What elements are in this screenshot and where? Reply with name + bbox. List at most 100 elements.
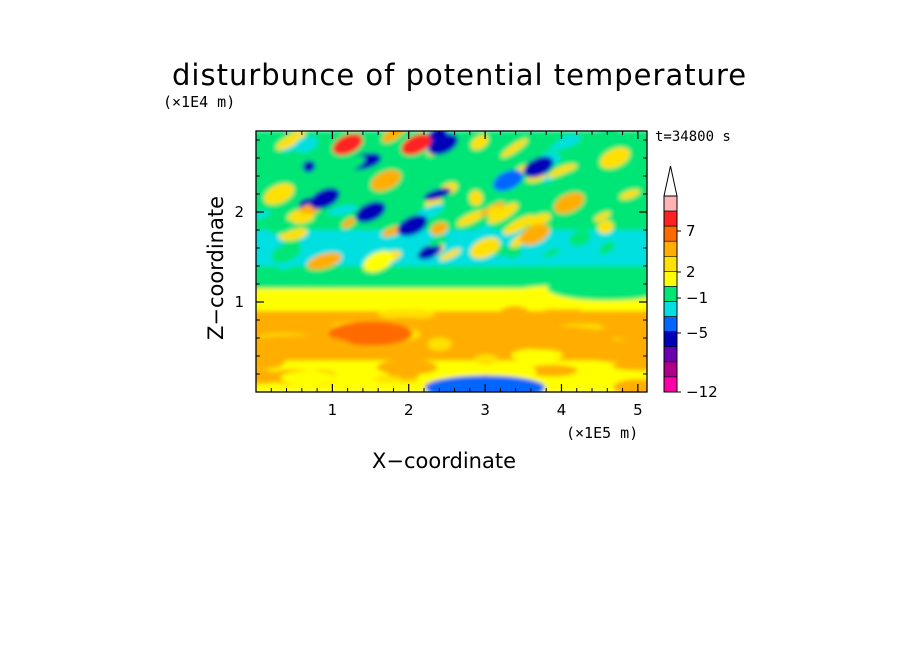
colorbar-swatch	[663, 225, 678, 242]
colorbar-swatch	[663, 361, 678, 378]
y-tick-label: 1	[234, 293, 244, 311]
heatmap-cell	[526, 174, 547, 183]
heatmap-cell	[526, 364, 578, 377]
heatmap-feature	[397, 214, 428, 237]
colorbar-swatch	[663, 301, 678, 317]
time-label: t=34800 s	[655, 129, 731, 145]
heatmap-cell	[536, 131, 565, 151]
heatmap-feature	[370, 169, 401, 192]
heatmap-cell	[256, 191, 266, 205]
heatmap-cell	[473, 354, 498, 365]
heatmap-band	[256, 266, 647, 289]
heatmap-cell	[621, 175, 641, 189]
colorbar-swatch	[663, 210, 678, 227]
heatmap-cell	[594, 211, 611, 222]
colorbar-label: 7	[686, 222, 696, 240]
heatmap-cell	[613, 379, 647, 392]
x-tick-label: 2	[404, 401, 414, 419]
x-tick-label: 5	[633, 401, 643, 419]
heatmap-cell	[423, 188, 451, 201]
heatmap-cell	[293, 373, 344, 380]
heatmap-feature	[309, 187, 340, 210]
heatmap-cell	[256, 370, 283, 384]
heatmap-cell	[599, 241, 615, 255]
heatmap-cell	[467, 224, 492, 243]
colorbar: 7 2 −1 −5 −12	[663, 165, 718, 401]
heatmap-feature	[332, 133, 363, 156]
heatmap-cell	[294, 136, 318, 153]
heatmap-feature	[271, 241, 302, 264]
heatmap-cell	[269, 221, 294, 235]
heatmap-cell	[499, 306, 530, 321]
heatmap-cell	[342, 217, 356, 229]
heatmap-cell	[585, 131, 618, 148]
heatmap-field	[256, 131, 647, 392]
heatmap-cell	[334, 155, 366, 174]
heatmap-cell	[292, 213, 314, 224]
z-axis-unit: (×1E4 m)	[163, 93, 236, 111]
heatmap-cell	[256, 149, 279, 169]
colorbar-swatch	[663, 286, 678, 302]
x-tick-label: 3	[480, 401, 490, 419]
colorbar-swatch	[663, 195, 678, 212]
x-tick-label: 4	[557, 401, 567, 419]
heatmap-band	[256, 230, 647, 266]
heatmap-cell	[501, 138, 528, 158]
heatmap-cell	[485, 364, 537, 380]
heatmap-feature	[470, 237, 501, 259]
heatmap-cell	[328, 205, 358, 216]
heatmap-feature	[599, 147, 630, 169]
heatmap-cell	[275, 131, 306, 150]
heatmap-cell	[287, 210, 302, 221]
colorbar-swatch	[663, 316, 678, 332]
heatmap-cell	[569, 230, 591, 247]
colorbar-swatch	[663, 346, 678, 363]
colorbar-swatch	[663, 240, 678, 257]
colorbar-swatch	[663, 376, 678, 393]
plot-frame	[255, 130, 648, 393]
heatmap-cell	[547, 164, 575, 178]
heatmap-feature	[363, 250, 394, 273]
heatmap-cell	[417, 243, 442, 260]
heatmap-feature	[256, 335, 355, 359]
heatmap-cell	[374, 375, 403, 383]
colorbar-swatch	[663, 256, 678, 272]
x-axis-label: X−coordinate	[372, 449, 516, 473]
heatmap-feature	[401, 133, 432, 156]
heatmap-cell	[546, 134, 581, 150]
heatmap-feature	[523, 156, 554, 178]
colorbar-swatch	[663, 331, 678, 348]
heatmap-cell	[597, 220, 614, 234]
heatmap-cell	[469, 190, 483, 206]
heatmap-feature	[355, 201, 386, 223]
heatmap-cell	[505, 244, 522, 259]
heatmap-feature	[547, 276, 647, 301]
heatmap-feature	[428, 133, 459, 156]
heatmap-cell	[377, 309, 436, 320]
heatmap-cell	[453, 320, 513, 330]
heatmap-cell	[470, 134, 489, 150]
heatmap-feature	[425, 375, 546, 392]
heatmap-cell	[302, 160, 316, 173]
heatmap-cell	[429, 235, 448, 247]
heatmap-feature	[328, 321, 413, 346]
heatmap-cell	[503, 215, 535, 235]
heatmap-feature	[519, 223, 550, 246]
chart-title: disturbunce of potential temperature	[172, 58, 748, 92]
heatmap-cell	[439, 248, 462, 261]
colorbar-swatch	[663, 271, 678, 287]
colorbar-label: −5	[686, 324, 708, 342]
heatmap-cell	[619, 189, 641, 200]
heatmap-cell	[430, 222, 448, 236]
heatmap-cell	[306, 252, 342, 270]
axis-ticks: 1 2 3 4 5 1 2	[234, 131, 647, 419]
heatmap-cell	[510, 348, 563, 362]
heatmap-feature	[263, 183, 294, 205]
heatmap-cell	[543, 248, 561, 258]
heatmap-cell	[456, 210, 485, 227]
heatmap-cell	[616, 213, 640, 225]
heatmap-feature	[554, 192, 585, 214]
heatmap-feature	[493, 326, 614, 350]
colorbar-frame	[663, 195, 678, 393]
